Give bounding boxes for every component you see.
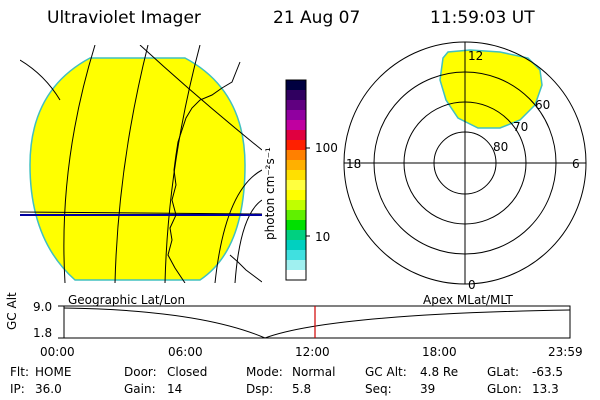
colorbar-swatch xyxy=(286,120,306,131)
colorbar-swatch xyxy=(286,160,306,171)
colorbar-swatch xyxy=(286,190,306,201)
color-scale-bar xyxy=(285,79,310,281)
polar-emission-region xyxy=(439,49,543,129)
polar-mlat-mlt-plot: 12 18 6 0 60 70 80 xyxy=(343,41,587,292)
timeline-y-tick-1.8: 1.8 xyxy=(33,326,53,340)
mlt-label-0: 0 xyxy=(468,278,476,292)
seq-label: Seq: xyxy=(365,382,392,396)
timeline-y-tick-9: 9.0 xyxy=(33,300,53,314)
colorbar-swatch xyxy=(286,200,306,211)
lat-label-70: 70 xyxy=(513,120,528,134)
colorbar-swatch xyxy=(286,230,306,241)
glon-value: 13.3 xyxy=(532,382,559,396)
timeline-y-label: GC Alt xyxy=(5,292,19,330)
gc-alt-value: 4.8 Re xyxy=(420,365,459,379)
x-tick-1800: 18:00 xyxy=(422,345,457,359)
mlt-label-18: 18 xyxy=(346,157,361,171)
colorbar-frame xyxy=(285,79,307,281)
mode-label: Mode: xyxy=(246,365,283,379)
mode-value: Normal xyxy=(292,365,336,379)
glat-label: GLat: xyxy=(487,365,520,379)
colorbar-swatch xyxy=(286,150,306,161)
x-tick-0000: 00:00 xyxy=(40,345,75,359)
lat-label-80: 80 xyxy=(493,140,508,154)
ip-value: 36.0 xyxy=(35,382,62,396)
map-emission-disk xyxy=(29,57,246,281)
colorbar-swatch xyxy=(286,220,306,231)
gc-alt-label: GC Alt: xyxy=(365,365,407,379)
flight-label: Flt: xyxy=(10,365,29,379)
colorbar-swatch xyxy=(286,240,306,251)
gain-value: 14 xyxy=(167,382,183,396)
door-value: Closed xyxy=(167,365,208,379)
date-label: 21 Aug 07 xyxy=(273,8,361,28)
colorbar-tick-100: 100 xyxy=(315,141,338,155)
colorbar-swatch xyxy=(286,250,306,261)
colorbar-swatch xyxy=(286,100,306,111)
colorbar-swatch xyxy=(286,210,306,221)
gain-label: Gain: xyxy=(124,382,156,396)
dsp-label: Dsp: xyxy=(246,382,274,396)
colorbar-unit-label: photon cm⁻²s⁻¹ xyxy=(263,147,277,240)
colorbar-swatch xyxy=(286,80,306,91)
ip-label: IP: xyxy=(10,382,25,396)
mlt-label-12: 12 xyxy=(468,49,483,63)
mlt-label-6: 6 xyxy=(572,157,580,171)
seq-value: 39 xyxy=(420,382,436,396)
colorbar-swatch xyxy=(286,170,306,181)
glon-label: GLon: xyxy=(487,382,522,396)
dsp-value: 5.8 xyxy=(292,382,312,396)
time-label: 11:59:03 UT xyxy=(430,8,535,28)
colorbar-swatch xyxy=(286,140,306,151)
colorbar-swatch xyxy=(286,180,306,191)
colorbar-swatch xyxy=(286,260,306,271)
door-label: Door: xyxy=(124,365,157,379)
geographic-map xyxy=(20,45,262,283)
glat-value: -63.5 xyxy=(532,365,564,379)
apex-caption: Apex MLat/MLT xyxy=(423,293,513,307)
colorbar-swatch xyxy=(286,270,306,281)
altitude-timeline xyxy=(58,305,571,339)
instrument-title: Ultraviolet Imager xyxy=(47,8,201,28)
colorbar-tick-10: 10 xyxy=(315,230,331,244)
flight-value: HOME xyxy=(35,365,72,379)
geographic-caption: Geographic Lat/Lon xyxy=(68,293,186,307)
x-tick-0600: 06:00 xyxy=(168,345,203,359)
colorbar-swatch xyxy=(286,130,306,141)
x-tick-1200: 12:00 xyxy=(295,345,330,359)
colorbar-swatch xyxy=(286,110,306,121)
x-tick-2359: 23:59 xyxy=(548,345,583,359)
lat-label-60: 60 xyxy=(535,98,550,112)
colorbar-swatch xyxy=(286,90,306,101)
